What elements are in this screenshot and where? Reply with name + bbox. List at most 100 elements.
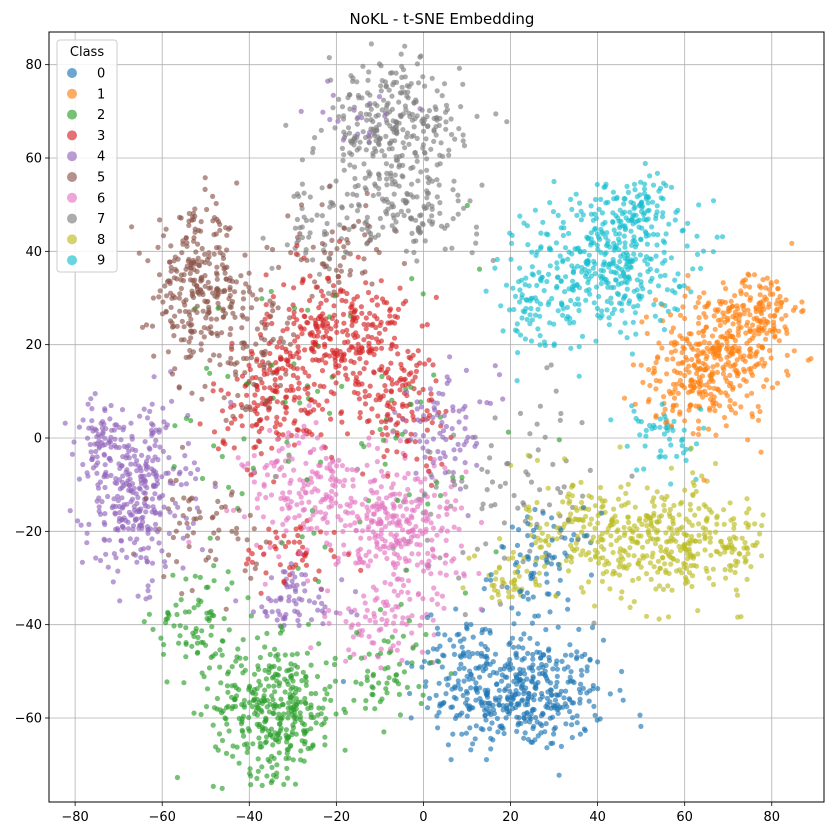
point-class-9 <box>624 280 630 286</box>
point-class-9 <box>550 209 557 215</box>
point-class-3 <box>351 309 357 315</box>
point-class-3 <box>312 399 318 405</box>
point-class-7 <box>580 493 586 499</box>
point-class-2 <box>448 671 454 677</box>
point-class-7 <box>479 466 485 472</box>
point-class-2 <box>182 609 188 615</box>
point-class-4 <box>136 485 142 491</box>
point-class-2 <box>141 619 147 625</box>
point-class-6 <box>390 429 396 435</box>
point-class-0 <box>539 661 545 668</box>
point-class-9 <box>565 256 571 262</box>
point-class-9 <box>545 271 552 277</box>
point-class-9 <box>615 236 622 242</box>
point-class-5 <box>280 339 286 345</box>
point-class-4 <box>316 594 322 600</box>
point-class-2 <box>292 719 298 725</box>
point-class-9 <box>579 333 586 339</box>
point-class-6 <box>458 543 464 549</box>
point-class-3 <box>280 328 286 334</box>
point-class-4 <box>101 451 107 457</box>
point-class-8 <box>653 586 659 592</box>
point-class-4 <box>124 480 130 487</box>
point-class-9 <box>579 269 585 275</box>
point-class-4 <box>106 440 112 446</box>
point-class-0 <box>530 651 536 658</box>
point-class-2 <box>254 775 260 782</box>
point-class-5 <box>214 285 220 292</box>
point-class-3 <box>331 303 337 309</box>
point-class-6 <box>336 457 342 463</box>
point-class-0 <box>525 533 531 539</box>
point-class-4 <box>100 429 106 435</box>
point-class-6 <box>349 510 356 516</box>
point-class-0 <box>447 637 453 643</box>
point-class-0 <box>419 664 425 670</box>
point-class-0 <box>436 709 442 716</box>
point-class-5 <box>211 352 217 358</box>
point-class-3 <box>357 370 363 376</box>
point-class-2 <box>172 423 178 429</box>
point-class-3 <box>309 431 315 438</box>
point-class-5 <box>193 516 199 522</box>
point-class-9 <box>668 184 675 190</box>
point-class-8 <box>689 583 695 590</box>
point-class-1 <box>749 411 755 417</box>
point-class-6 <box>328 477 334 483</box>
point-class-1 <box>700 360 706 366</box>
point-class-7 <box>384 182 390 188</box>
point-class-0 <box>503 715 509 721</box>
point-class-5 <box>159 311 166 317</box>
point-class-4 <box>137 413 143 419</box>
point-class-5 <box>251 526 257 532</box>
point-class-9 <box>526 283 532 289</box>
point-class-4 <box>188 470 194 476</box>
point-class-0 <box>552 697 559 703</box>
point-class-0 <box>617 687 623 693</box>
point-class-6 <box>306 403 312 409</box>
point-class-6 <box>430 525 436 531</box>
point-class-4 <box>429 474 435 480</box>
point-class-1 <box>767 313 773 319</box>
point-class-6 <box>348 624 354 631</box>
point-class-9 <box>671 418 677 424</box>
point-class-3 <box>330 283 337 289</box>
point-class-5 <box>334 246 340 252</box>
point-class-8 <box>509 594 515 600</box>
point-class-4 <box>437 430 443 436</box>
point-class-3 <box>383 418 389 425</box>
point-class-3 <box>406 354 412 360</box>
point-class-6 <box>437 504 443 510</box>
point-class-3 <box>300 365 306 371</box>
point-class-4 <box>446 377 452 383</box>
point-class-3 <box>239 423 245 429</box>
point-class-4 <box>99 499 105 505</box>
point-class-9 <box>642 257 648 264</box>
point-class-3 <box>283 394 289 400</box>
point-class-3 <box>353 350 359 356</box>
point-class-4 <box>145 545 151 551</box>
point-class-5 <box>202 383 208 389</box>
point-class-4 <box>115 568 121 574</box>
point-class-9 <box>557 253 563 259</box>
point-class-6 <box>378 520 384 527</box>
point-class-6 <box>415 533 421 539</box>
point-class-3 <box>262 316 268 322</box>
point-class-6 <box>349 467 355 473</box>
point-class-5 <box>224 232 230 238</box>
point-class-1 <box>727 397 733 404</box>
point-class-6 <box>400 527 406 533</box>
point-class-4 <box>167 509 173 515</box>
point-class-3 <box>272 424 278 430</box>
point-class-0 <box>542 729 548 735</box>
point-class-2 <box>263 676 269 682</box>
point-class-3 <box>397 387 403 393</box>
point-class-3 <box>277 422 283 428</box>
point-class-4 <box>149 578 155 584</box>
point-class-9 <box>647 266 653 272</box>
point-class-6 <box>344 466 350 473</box>
point-class-4 <box>104 473 110 479</box>
point-class-6 <box>344 501 350 508</box>
point-class-2 <box>263 739 269 745</box>
point-class-8 <box>683 574 689 581</box>
